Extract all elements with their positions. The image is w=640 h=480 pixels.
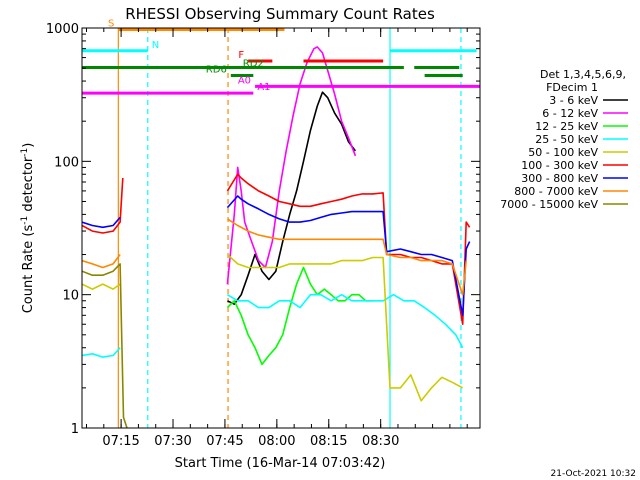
x-tick-label-08-30: 08:30 [362, 434, 399, 449]
state-bar-label-rd6-8: RD6 [206, 65, 227, 76]
x-tick-label-07-15: 07:15 [102, 434, 139, 449]
series-layer [82, 46, 471, 428]
series-800-7000-kev-segment-2 [226, 218, 467, 296]
legend-label-25-50-kev: 25 - 50 keV [535, 133, 598, 146]
legend-label-7000-15000-kev: 7000 - 15000 keV [500, 198, 598, 211]
series-100-300-kev-segment-1 [82, 177, 124, 234]
legend-header-line-2: FDecim 1 [546, 81, 598, 94]
legend-label-50-100-kev: 50 - 100 keV [528, 146, 598, 159]
series-3-6-kev-segment-1 [227, 91, 357, 305]
x-tick-label-07-30: 07:30 [154, 434, 191, 449]
series-25-50-kev-segment-1 [82, 347, 121, 358]
legend-label-12-25-kev: 12 - 25 keV [535, 120, 598, 133]
series-50-100-kev-segment-2 [226, 253, 464, 402]
y-label-part-3: ) [21, 143, 36, 148]
y-tick-label-100: 100 [54, 155, 79, 170]
y-tick-label-1: 1 [71, 422, 79, 437]
x-tick-label-08-15: 08:15 [310, 434, 347, 449]
legend-label-100-300-kev: 100 - 300 keV [521, 159, 598, 172]
y-label-part-1: Count Rate (s [21, 225, 36, 314]
legend-label-6-12-kev: 6 - 12 keV [542, 107, 598, 120]
x-tick-label-07-45: 07:45 [206, 434, 243, 449]
plot-frame [81, 27, 481, 429]
series-50-100-kev-segment-1 [82, 283, 121, 290]
legend-label-3-6-kev: 3 - 6 keV [549, 94, 598, 107]
series-800-7000-kev-segment-1 [82, 254, 121, 269]
state-bar-label-f-4: F [238, 50, 244, 61]
x-tick-label-08-00: 08:00 [258, 434, 295, 449]
series-25-50-kev-segment-2 [226, 293, 464, 349]
series-7000-15000-kev-segment-1 [82, 263, 128, 428]
legend-label-300-800-kev: 300 - 800 keV [521, 172, 598, 185]
state-bar-label-n-2: N [152, 40, 159, 51]
timestamp: 21-Oct-2021 10:32 [551, 469, 636, 479]
legend-header-line-1: Det 1,3,4,5,6,9, [540, 68, 626, 81]
state-bar-label-s-1: S [108, 18, 114, 29]
y-tick-label-1000: 1000 [46, 22, 79, 37]
legend-label-800-7000-kev: 800 - 7000 keV [514, 185, 598, 198]
y-axis-label: Count Rate (s-1 detector-1) [20, 143, 36, 314]
series-300-800-kev-segment-2 [226, 195, 471, 317]
series-300-800-kev-segment-1 [82, 216, 121, 229]
state-bar-label-a1-11: A1 [257, 82, 270, 93]
y-axis: 1 10 100 1000 [46, 22, 480, 437]
vertical-markers [117, 28, 462, 428]
y-label-part-2: detector [21, 156, 36, 216]
y-tick-label-10: 10 [62, 289, 79, 304]
x-axis-label: Start Time (16-Mar-14 07:03:42) [175, 456, 386, 471]
y-label-sup-2: -1 [20, 148, 30, 157]
chart-title: RHESSI Observing Summary Count Rates [125, 5, 435, 23]
x-axis: 07:15 07:30 07:45 08:00 08:15 08:30 [85, 28, 468, 449]
state-bar-label-a0-10: A0 [238, 75, 251, 86]
series-100-300-kev-segment-2 [226, 173, 471, 326]
series-6-12-kev-segment-1 [226, 46, 357, 285]
series-12-25-kev-segment-1 [226, 266, 373, 366]
y-label-sup-1: -1 [20, 216, 30, 225]
state-bar-label-rd2-6: RD2 [243, 59, 264, 70]
